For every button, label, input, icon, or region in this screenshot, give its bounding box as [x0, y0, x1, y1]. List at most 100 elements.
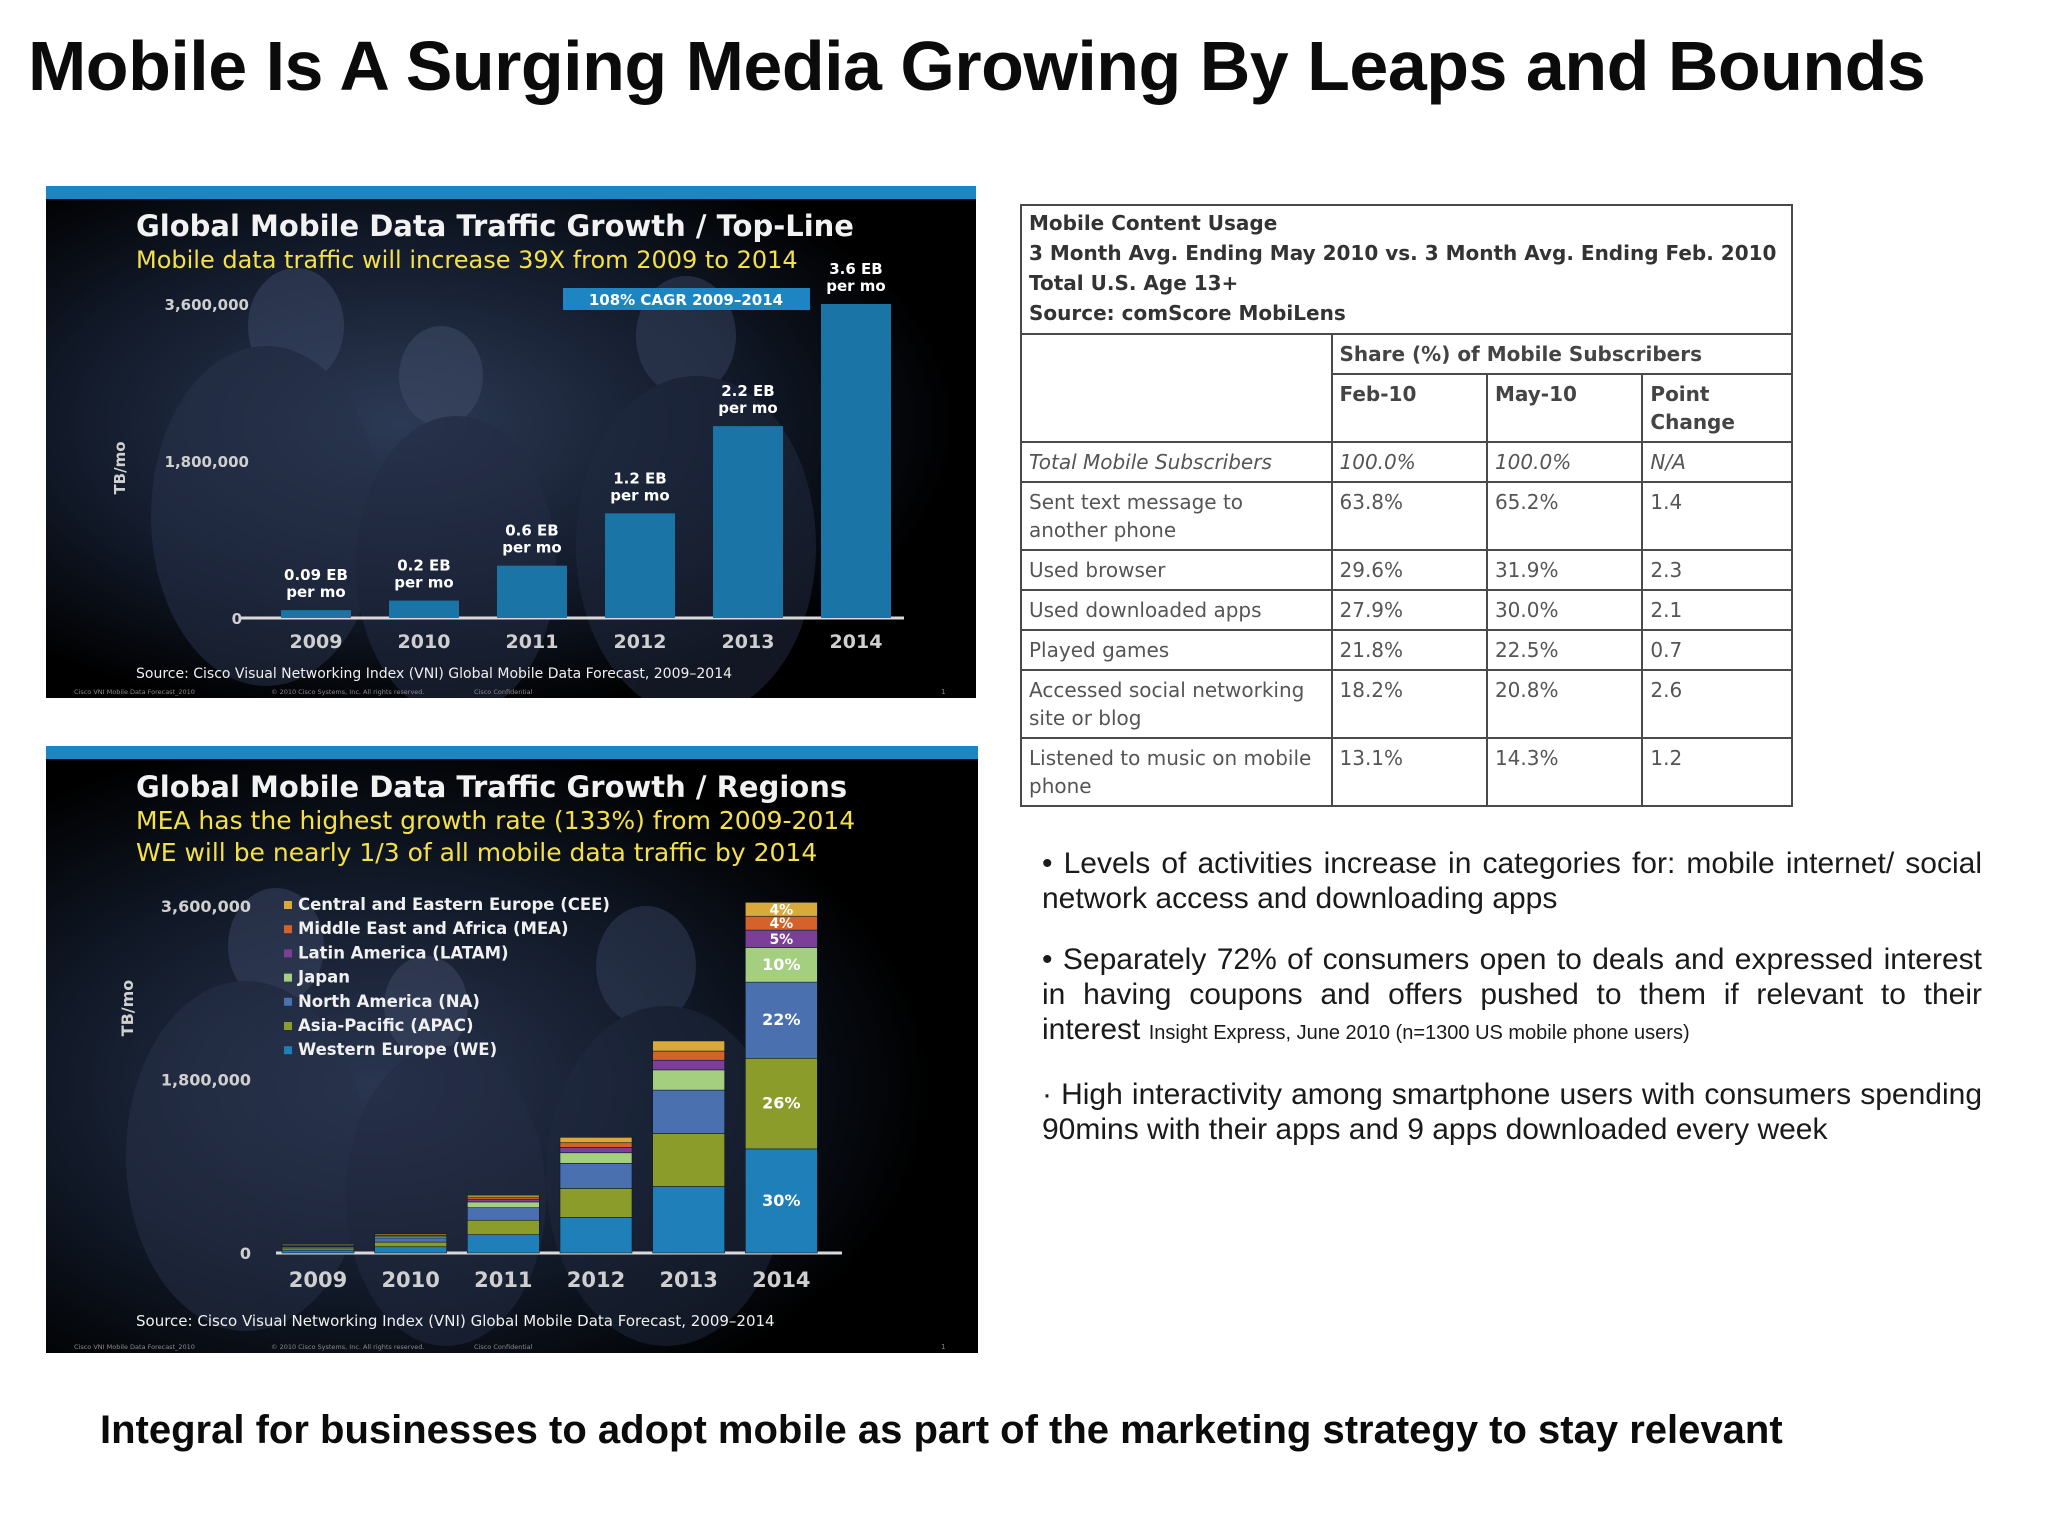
chart-subtitle-1: MEA has the highest growth rate (133%) f… — [136, 806, 855, 835]
x-tick-label: 2013 — [659, 1268, 717, 1292]
bar-segment-2010 — [374, 1233, 447, 1236]
bar-segment-2012 — [559, 1147, 633, 1154]
bullet-list: • Levels of activities increase in categ… — [1042, 846, 1982, 1173]
bar-segment-2013 — [652, 1133, 725, 1187]
x-tick-label: 2009 — [289, 1268, 347, 1292]
mobile-content-usage-table: Mobile Content Usage 3 Month Avg. Ending… — [1020, 204, 1793, 807]
data-label: 1.2 EB — [613, 469, 666, 487]
cell-change: 1.4 — [1641, 481, 1793, 551]
bullet-source-note: Insight Express, June 2010 (n=1300 US mo… — [1148, 1022, 1690, 1044]
segment-label: 22% — [762, 1010, 800, 1029]
row-label: Total Mobile Subscribers — [1020, 441, 1333, 483]
bar-segment-2009 — [281, 1244, 355, 1246]
slide-accent-bar — [46, 186, 976, 199]
footnote-confidential: Cisco Confidential — [474, 1343, 533, 1351]
legend-label: Japan — [297, 968, 350, 987]
bar-segment-2010 — [374, 1241, 447, 1248]
bar-segment-2012 — [559, 1142, 633, 1148]
bar-segment-2014 — [745, 947, 818, 983]
bar-segment-2011 — [467, 1201, 540, 1208]
bar-segment-2012 — [559, 1137, 633, 1144]
bullet-item: · High interactivity among smartphone us… — [1042, 1077, 1982, 1147]
bar-segment-2014 — [745, 902, 818, 917]
data-label: per mo — [826, 277, 885, 295]
x-tick-label: 2011 — [506, 631, 559, 653]
data-label: per mo — [610, 486, 669, 504]
x-tick-label: 2014 — [752, 1268, 810, 1292]
table-row: Played games 21.8% 22.5% 0.7 — [1020, 629, 1793, 671]
table-header-line: Mobile Content Usage — [1029, 211, 1278, 235]
legend-label: Middle East and Africa (MEA) — [298, 919, 569, 938]
annotation-box — [563, 288, 810, 310]
chart-subtitle: Mobile data traffic will increase 39X fr… — [136, 246, 798, 274]
legend-label: Asia-Pacific (APAC) — [298, 1016, 474, 1035]
bar-segment-2011 — [467, 1198, 540, 1203]
data-label: per mo — [502, 539, 561, 557]
page-number: 1 — [941, 1343, 945, 1351]
legend-swatch — [284, 997, 292, 1006]
row-label: Used downloaded apps — [1020, 589, 1333, 631]
bullet-item: • Separately 72% of consumers open to de… — [1042, 942, 1982, 1051]
chart-source: Source: Cisco Visual Networking Index (V… — [136, 1312, 775, 1330]
data-label: 0.2 EB — [397, 557, 450, 575]
row-label: Listened to music on mobile phone — [1020, 737, 1333, 807]
chart-subtitle-2: WE will be nearly 1/3 of all mobile data… — [136, 838, 817, 867]
bar-segment-2011 — [467, 1234, 540, 1254]
cell-may: 65.2% — [1485, 481, 1644, 551]
slide-top-line: Global Mobile Data Traffic Growth / Top-… — [46, 186, 976, 698]
data-label: 0.6 EB — [505, 522, 558, 540]
chart-regions: Global Mobile Data Traffic Growth / Regi… — [46, 759, 978, 1353]
chart-title: Global Mobile Data Traffic Growth / Regi… — [136, 770, 847, 804]
legend-swatch — [284, 1022, 292, 1030]
legend-swatch — [284, 925, 292, 934]
table-row: Used browser 29.6% 31.9% 2.3 — [1020, 549, 1793, 591]
y-tick-label: 0 — [232, 610, 242, 628]
cell-change: N/A — [1641, 441, 1793, 483]
row-label: Accessed social networking site or blog — [1020, 669, 1333, 739]
table-row: Used downloaded apps 27.9% 30.0% 2.1 — [1020, 589, 1793, 631]
bar-segment-2011 — [467, 1207, 540, 1221]
annotation-cagr: 108% CAGR 2009–2014 — [589, 291, 783, 309]
bar-segment-2011 — [467, 1194, 540, 1198]
x-tick-label: 2011 — [474, 1268, 532, 1292]
cell-may: 31.9% — [1485, 549, 1644, 591]
cell-feb: 100.0% — [1330, 441, 1488, 483]
table-row: Accessed social networking site or blog 1… — [1020, 669, 1793, 739]
footnote-left: Cisco VNI Mobile Data Forecast_2010 — [74, 1343, 195, 1351]
y-tick-label: 3,600,000 — [161, 897, 251, 916]
x-tick-label: 2012 — [567, 1268, 625, 1292]
footnote-confidential: Cisco Confidential — [474, 688, 533, 696]
cell-feb: 18.2% — [1330, 669, 1488, 739]
data-label: 2.2 EB — [721, 382, 774, 400]
legend-swatch — [284, 901, 292, 909]
cell-may: 20.8% — [1485, 669, 1644, 739]
table-header-line: Source: comScore MobiLens — [1029, 301, 1346, 325]
bar-segment-2012 — [559, 1163, 633, 1189]
legend-swatch — [284, 973, 292, 982]
page-number: 1 — [941, 688, 945, 696]
table-row: Total Mobile Subscribers 100.0% 100.0% N/A — [1020, 441, 1793, 483]
cell-feb: 21.8% — [1330, 629, 1488, 671]
bar-segment-2012 — [559, 1152, 633, 1164]
segment-label: 4% — [769, 916, 793, 932]
bullet-item: • Levels of activities increase in categ… — [1042, 846, 1982, 916]
bullet-text: • Separately 72% of consumers open to de… — [1042, 943, 1982, 1046]
table-header-row: Mobile Content Usage 3 Month Avg. Ending… — [1020, 204, 1793, 335]
x-tick-label: 2013 — [722, 631, 775, 653]
table-row: Sent text message to another phone 63.8% 6… — [1020, 481, 1793, 551]
segment-label: 5% — [769, 932, 793, 948]
data-label: 0.09 EB — [284, 566, 348, 584]
cell-may: 14.3% — [1485, 737, 1644, 807]
cell-change: 0.7 — [1641, 629, 1793, 671]
cell-change: 1.2 — [1641, 737, 1793, 807]
cell-feb: 27.9% — [1330, 589, 1488, 631]
cell-change: 2.1 — [1641, 589, 1793, 631]
x-tick-label: 2010 — [381, 1268, 439, 1292]
cell-feb: 13.1% — [1330, 737, 1488, 807]
column-header-change: Point Change — [1641, 373, 1793, 443]
y-tick-label: 1,800,000 — [161, 1071, 251, 1090]
legend-label: Central and Eastern Europe (CEE) — [298, 895, 610, 914]
x-tick-label: 2012 — [614, 631, 667, 653]
segment-label: 30% — [762, 1191, 800, 1210]
x-tick-label: 2014 — [830, 631, 883, 653]
